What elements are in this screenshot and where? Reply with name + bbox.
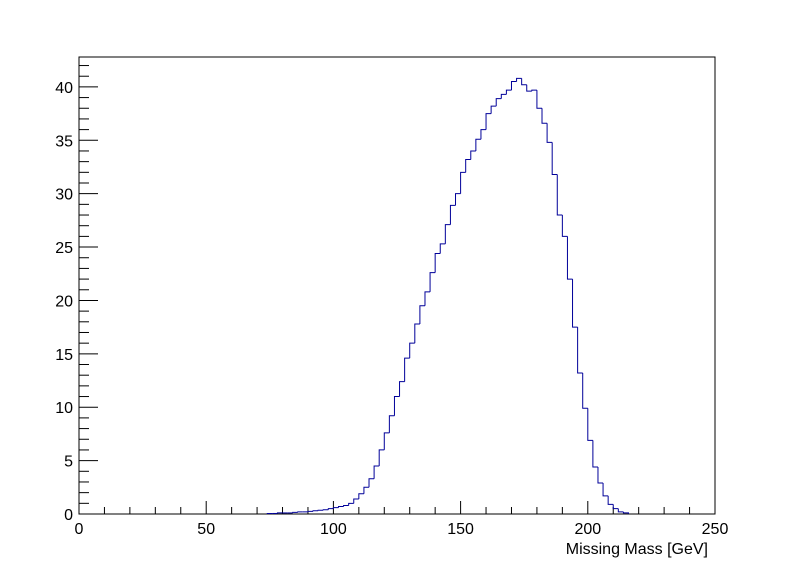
y-tick-label: 0 [64, 507, 73, 524]
histogram-bin [526, 84, 532, 92]
histogram-bin [363, 486, 370, 494]
histogram-bin [383, 432, 390, 450]
histogram-bin [587, 408, 593, 441]
histogram-bin [622, 511, 630, 514]
histogram-bin [297, 511, 303, 513]
y-tick-label: 40 [55, 80, 73, 97]
histogram-bin [292, 511, 298, 513]
histogram-bin [485, 113, 492, 130]
histogram-bin [607, 495, 614, 505]
histogram-bin [343, 504, 349, 507]
histogram-bin [480, 129, 487, 140]
histogram-bin [495, 98, 502, 107]
histogram-bin [465, 159, 471, 173]
histogram-bin [505, 89, 512, 95]
histogram-bin [393, 396, 400, 416]
histogram-bin [424, 291, 431, 306]
histogram-bin [460, 171, 466, 194]
histogram-bin [327, 508, 334, 510]
histogram-bin [399, 381, 405, 397]
histogram-bin [332, 507, 339, 509]
x-tick-label: 100 [320, 521, 347, 538]
histogram-bin [419, 305, 425, 324]
histogram-bin [439, 243, 446, 254]
x-tick-label: 200 [574, 521, 601, 538]
histogram-bin [449, 204, 456, 225]
histogram-bin [541, 108, 548, 124]
histogram-bin [536, 90, 543, 109]
histogram-bin [266, 512, 273, 514]
histogram-bin [373, 465, 380, 479]
histogram-bin [592, 440, 598, 468]
histogram-bin [470, 150, 476, 160]
histogram-bin [312, 510, 319, 512]
frame [78, 56, 716, 515]
x-tick-label: 50 [197, 521, 215, 538]
histogram-bin [551, 142, 558, 175]
x-axis-label: Missing Mass [GeV] [566, 541, 708, 558]
histogram-bin [582, 373, 588, 409]
y-tick-label: 25 [55, 240, 73, 257]
histogram-bin [561, 215, 568, 237]
histogram-bin [429, 272, 436, 292]
histogram-bin [337, 506, 344, 508]
y-tick-label: 10 [55, 400, 73, 417]
histogram-bin [368, 478, 375, 488]
histogram-bin [348, 502, 354, 506]
histogram-bin [444, 224, 451, 244]
histogram-bin [317, 509, 324, 511]
histogram-bin [572, 279, 578, 328]
histogram-bin [566, 236, 573, 280]
x-tick-label: 250 [702, 521, 729, 538]
histogram-bin [475, 138, 481, 151]
histogram-bin [516, 77, 522, 82]
histogram-bin [531, 89, 537, 92]
histogram-bin [455, 193, 461, 206]
histogram-bin [307, 510, 314, 512]
histogram-bin [414, 323, 420, 344]
y-tick-label: 35 [55, 133, 73, 150]
y-tick-label: 5 [64, 454, 73, 471]
histogram-bin [617, 508, 624, 513]
y-tick-label: 20 [55, 293, 73, 310]
histogram-bin [434, 252, 441, 273]
histogram-bin [546, 123, 553, 143]
histogram-bin [577, 327, 583, 374]
histogram-bin [358, 493, 364, 500]
histogram-bin [612, 504, 619, 510]
histogram-bin [490, 105, 497, 114]
histogram-bin [276, 512, 283, 514]
x-tick-label: 150 [447, 521, 474, 538]
histogram-bin [322, 509, 329, 511]
x-tick-label: 0 [75, 521, 84, 538]
histogram-bin [556, 174, 563, 216]
y-tick-label: 30 [55, 187, 73, 204]
y-tick-label: 15 [55, 347, 73, 364]
histogram-bin [597, 467, 604, 484]
histogram-bin [500, 93, 507, 99]
histogram-bin [602, 483, 609, 497]
histogram-bin [404, 357, 410, 382]
histogram-bin [388, 415, 395, 433]
histogram-bin [510, 81, 517, 91]
histogram-bin [409, 342, 415, 359]
histogram-bin [378, 449, 385, 466]
histogram-bin [353, 498, 359, 504]
histogram-bin [521, 78, 527, 86]
